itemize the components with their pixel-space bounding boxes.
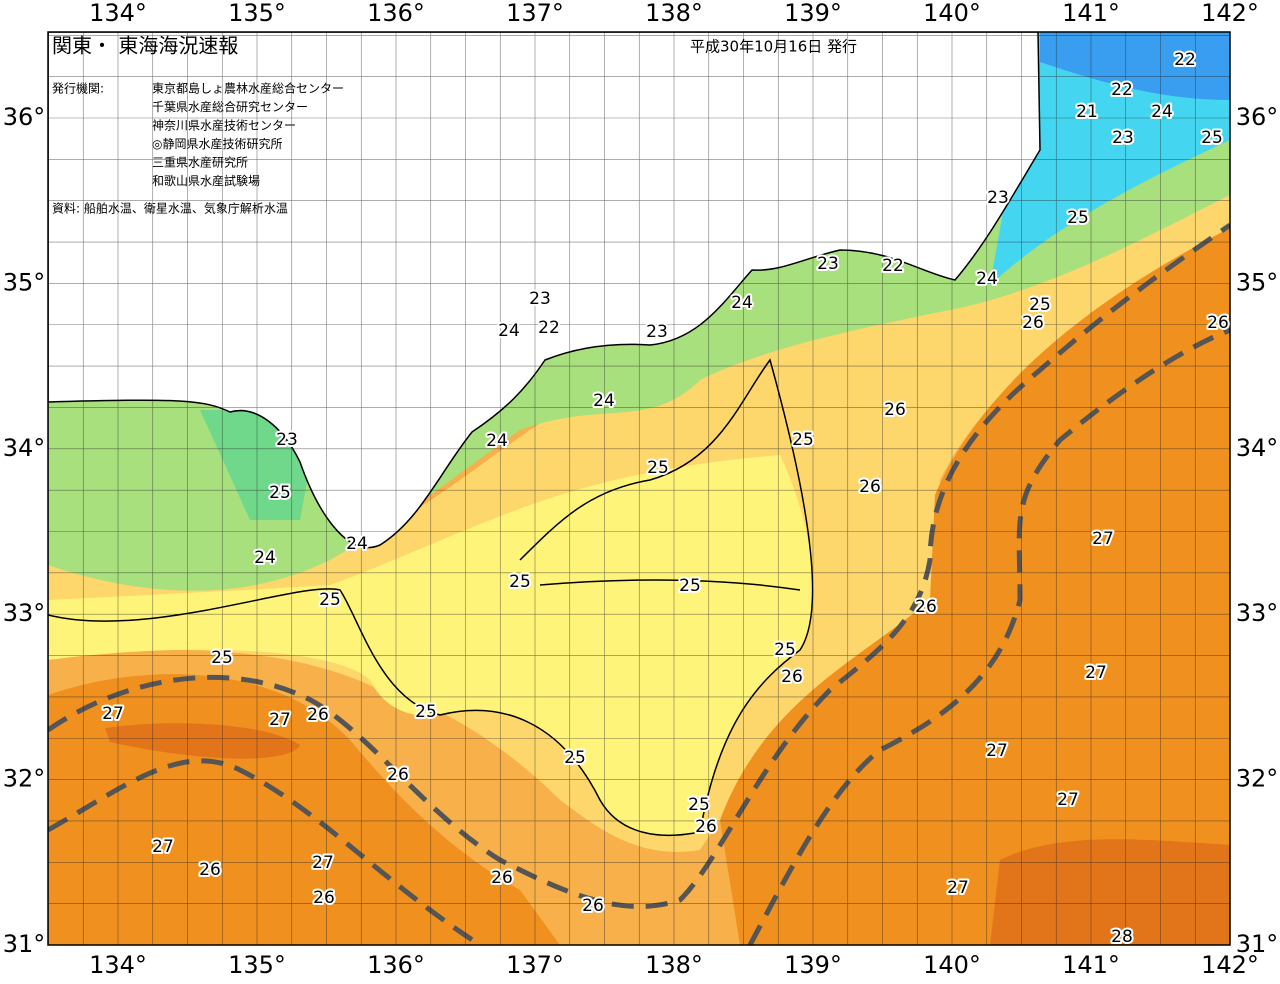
issue-date: 平成30年10月16日 発行	[690, 38, 857, 56]
contour-label: 22	[1111, 80, 1133, 100]
lon-label: 136°	[367, 0, 425, 27]
contour-label: 21	[1076, 102, 1098, 122]
contour-label: 23	[987, 188, 1009, 208]
contour-label: 27	[312, 853, 334, 873]
contour-label: 25	[319, 590, 341, 610]
contour-label: 27	[1085, 663, 1107, 683]
contour-label: 25	[647, 458, 669, 478]
contour-label: 25	[679, 576, 701, 596]
lon-label: 141°	[1062, 0, 1120, 27]
lon-label: 139°	[784, 0, 842, 27]
contour-label: 24	[346, 534, 368, 554]
contour-label: 23	[529, 289, 551, 309]
contour-label: 26	[1207, 313, 1229, 333]
contour-label: 23	[276, 430, 298, 450]
lat-label: 32°	[3, 765, 46, 793]
contour-label: 25	[1029, 295, 1051, 315]
contour-label: 24	[498, 321, 520, 341]
agency-label: 発行機関:	[52, 81, 104, 96]
map-frame	[47, 31, 1231, 946]
contour-label: 27	[152, 837, 174, 857]
lon-label: 138°	[645, 951, 703, 979]
lon-label: 140°	[923, 951, 981, 979]
lon-label: 135°	[228, 951, 286, 979]
lon-label: 142°	[1201, 951, 1259, 979]
contour-label: 26	[307, 705, 329, 725]
agency: 千葉県水産総合研究センター	[152, 99, 308, 114]
contour-label: 22	[1174, 50, 1196, 70]
contour-label: 22	[882, 256, 904, 276]
lon-label: 137°	[506, 951, 564, 979]
contour-label: 26	[781, 667, 803, 687]
lon-label: 138°	[645, 0, 703, 27]
contour-label: 25	[269, 483, 291, 503]
contour-label: 27	[269, 710, 291, 730]
contour-label: 26	[199, 860, 221, 880]
lat-label: 34°	[1236, 434, 1279, 462]
contour-label: 23	[817, 254, 839, 274]
contour-label: 24	[731, 293, 753, 313]
lat-label: 33°	[3, 599, 46, 627]
contour-label: 26	[313, 888, 335, 908]
contour-label: 26	[1022, 313, 1044, 333]
contour-label: 23	[646, 322, 668, 342]
lat-label: 31°	[1236, 930, 1279, 958]
agency: 神奈川県水産技術センター	[152, 118, 296, 133]
agency: 東京都島しょ農林水産総合センター	[152, 81, 344, 96]
contour-label: 26	[915, 597, 937, 617]
lat-label: 35°	[1236, 268, 1279, 296]
contour-label: 24	[976, 269, 998, 289]
contour-label: 25	[1201, 128, 1223, 148]
contour-label: 27	[947, 878, 969, 898]
agency: 和歌山県水産試験場	[152, 173, 260, 188]
contour-label: 25	[211, 648, 233, 668]
lon-label: 137°	[506, 0, 564, 27]
contour-label: 25	[1067, 208, 1089, 228]
contour-label: 25	[415, 702, 437, 722]
contour-label: 24	[254, 548, 276, 568]
lon-label: 142°	[1201, 0, 1259, 27]
lon-label: 135°	[228, 0, 286, 27]
contour-label: 26	[582, 896, 604, 916]
contour-label: 26	[491, 868, 513, 888]
lon-label: 134°	[89, 951, 147, 979]
contour-label: 25	[774, 640, 796, 660]
contour-label: 27	[986, 741, 1008, 761]
contour-label: 24	[486, 431, 508, 451]
lon-label: 140°	[923, 0, 981, 27]
contour-label: 28	[1111, 927, 1133, 947]
title: 関東・ 東海海況速報	[52, 34, 238, 58]
lat-label: 34°	[3, 434, 46, 462]
contour-label: 25	[509, 572, 531, 592]
lon-label: 139°	[784, 951, 842, 979]
lon-label: 136°	[367, 951, 425, 979]
contour-label: 26	[387, 765, 409, 785]
lon-label: 141°	[1062, 951, 1120, 979]
lat-label: 35°	[3, 268, 46, 296]
lat-label: 32°	[1236, 765, 1279, 793]
contour-label: 27	[1057, 790, 1079, 810]
lat-label: 31°	[3, 930, 46, 958]
contour-label: 26	[695, 817, 717, 837]
contour-label: 27	[102, 704, 124, 724]
contour-label: 24	[1151, 102, 1173, 122]
contour-label: 25	[792, 430, 814, 450]
contour-label: 25	[688, 795, 710, 815]
contour-label: 22	[538, 318, 560, 338]
lon-label: 134°	[89, 0, 147, 27]
contour-label: 26	[859, 477, 881, 497]
lat-label: 33°	[1236, 599, 1279, 627]
lat-label: 36°	[3, 103, 46, 131]
contour-label: 27	[1092, 529, 1114, 549]
source: 資料: 船舶水温、衛星水温、気象庁解析水温	[52, 201, 288, 216]
contour-label: 23	[1112, 128, 1134, 148]
agency: ◎静岡県水産技術研究所	[152, 136, 282, 151]
contour-label: 25	[564, 748, 586, 768]
lat-label: 36°	[1236, 103, 1279, 131]
contour-label: 26	[884, 400, 906, 420]
agency: 三重県水産研究所	[152, 155, 248, 170]
contour-label: 24	[593, 391, 615, 411]
